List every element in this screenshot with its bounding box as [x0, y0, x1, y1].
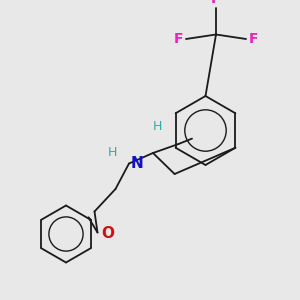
Text: F: F [211, 0, 221, 6]
Text: H: H [108, 146, 117, 160]
Text: O: O [101, 226, 114, 242]
Text: F: F [248, 32, 258, 46]
Text: H: H [153, 121, 162, 134]
Text: F: F [174, 32, 184, 46]
Text: N: N [130, 156, 143, 171]
